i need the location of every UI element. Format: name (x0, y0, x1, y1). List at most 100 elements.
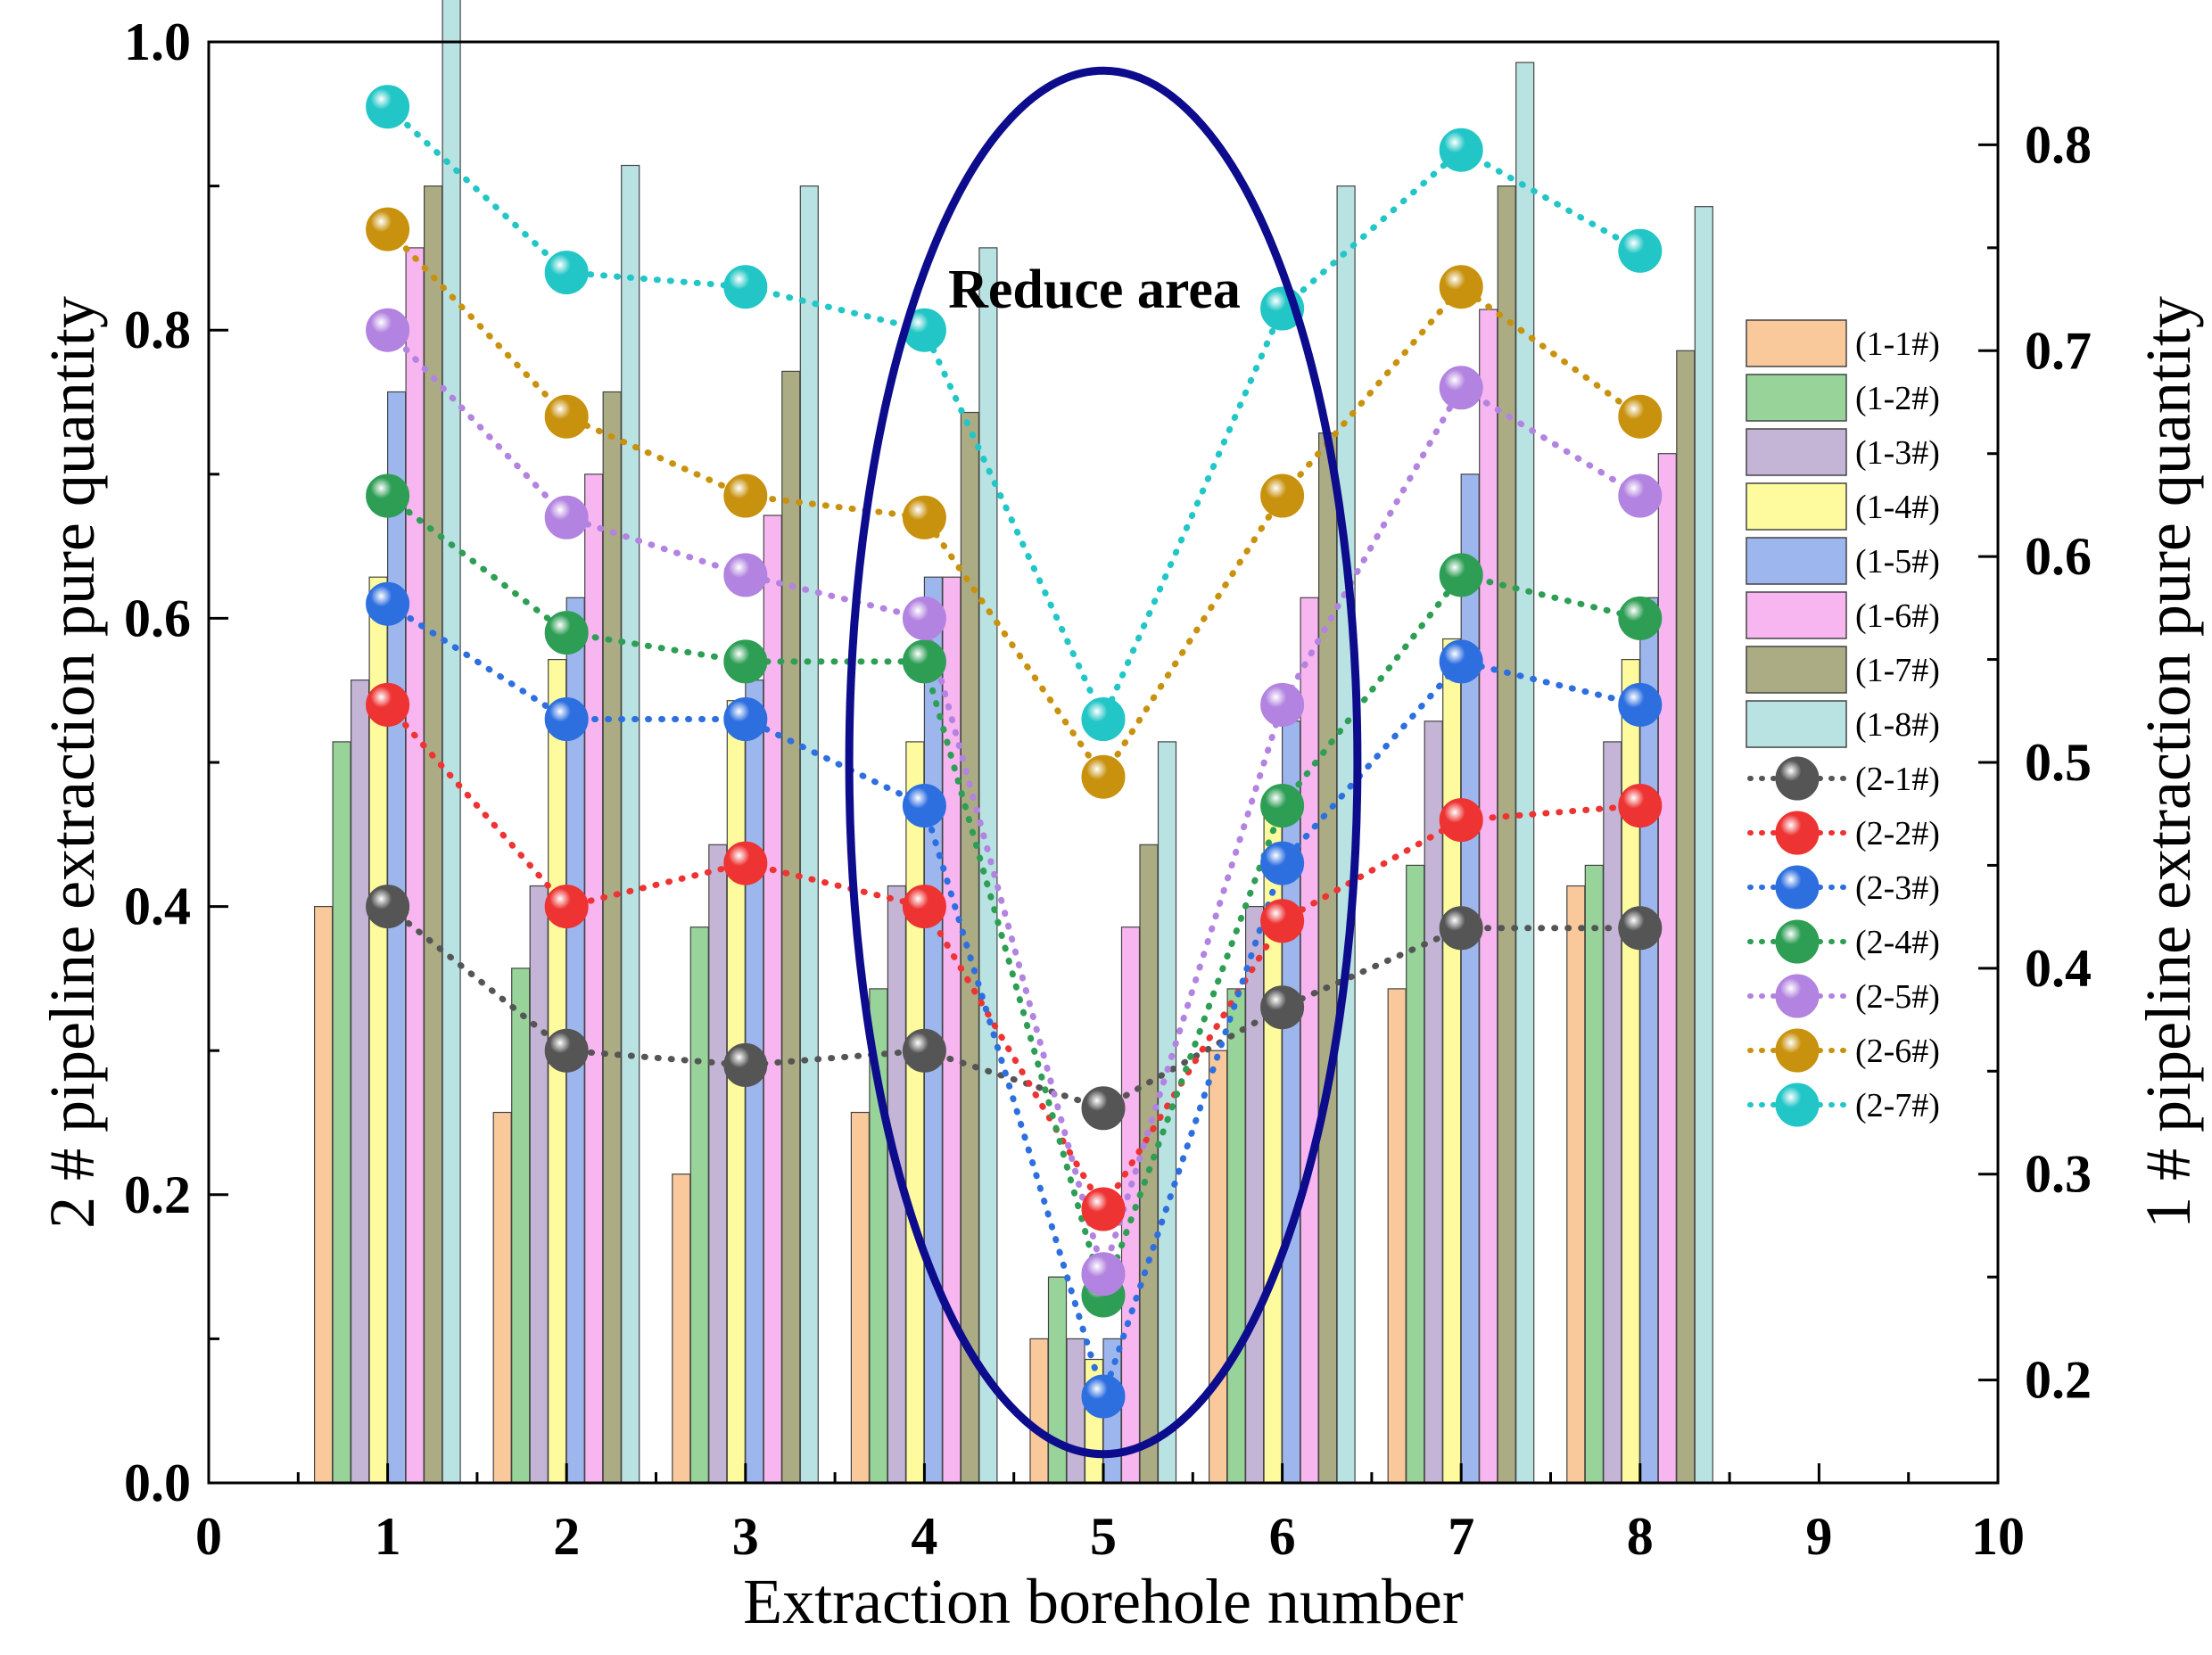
line-point (723, 841, 768, 885)
line-point (1618, 228, 1663, 273)
line-point (366, 473, 410, 518)
bar (1047, 1276, 1068, 1484)
x-tick-label: 5 (1090, 1507, 1117, 1566)
legend-label: (1-2#) (1855, 380, 1940, 417)
line-point (1618, 394, 1663, 439)
series-line (384, 492, 1644, 1306)
legend-label: (1-7#) (1855, 652, 1940, 689)
legend-swatch (1746, 700, 1847, 748)
bar (1406, 864, 1425, 1484)
line-point (544, 1028, 589, 1073)
bar (492, 1111, 512, 1484)
line-point (1081, 1086, 1126, 1131)
line-point (1260, 784, 1305, 828)
y-left-axis-title: 2 # pipeline extraction pure quantity (37, 296, 108, 1229)
y-right-tick-label: 0.5 (2025, 733, 2092, 792)
x-tick-label: 0 (195, 1507, 222, 1566)
line-point (1081, 754, 1126, 799)
bar (1676, 350, 1696, 1484)
bar (1029, 1338, 1049, 1484)
bar (1621, 658, 1640, 1484)
axes-layer: 0 1 2 3 4 5 6 7 8 9 10 0.0 0.2 0.4 0.6 0.8 1.0 0.2 0.3 0.4 0… (37, 12, 2204, 1637)
series-line (384, 903, 1644, 1112)
line-point (544, 251, 589, 295)
y-right-tick-label: 0.2 (2025, 1351, 2092, 1410)
line-point (902, 784, 946, 828)
bar (1139, 844, 1159, 1484)
legend-label: (2-1#) (1855, 761, 1940, 798)
y-right-axis-title: 1 # pipeline extraction pure quantity (2133, 296, 2204, 1229)
legend-marker (1775, 1083, 1820, 1127)
x-tick-label: 1 (375, 1507, 401, 1566)
line-point (544, 611, 589, 655)
bar (314, 905, 334, 1484)
series-line (384, 326, 1644, 1286)
bar (1281, 720, 1301, 1484)
bar (689, 926, 709, 1484)
line-point (1260, 682, 1305, 727)
legend-marker (1775, 1028, 1820, 1073)
bar (387, 391, 407, 1484)
x-axis-title: Extraction borehole number (743, 1566, 1464, 1637)
bar (1226, 988, 1246, 1484)
line-point (902, 639, 946, 684)
legend-label: (1-5#) (1855, 543, 1940, 580)
y-left-tick-label: 1.0 (124, 12, 191, 71)
series-line (384, 103, 1644, 728)
bar (1694, 206, 1713, 1484)
line-point (1439, 798, 1483, 843)
series-line (384, 701, 1644, 1215)
line-point (1081, 1187, 1126, 1231)
bar (584, 473, 604, 1484)
x-tick-label: 3 (732, 1507, 759, 1566)
series-line (384, 226, 1644, 783)
line-point (366, 885, 410, 929)
bar (351, 679, 370, 1484)
line-point (366, 85, 410, 129)
legend-marker (1775, 865, 1820, 910)
line-point (1618, 682, 1663, 727)
legend-swatch (1746, 319, 1847, 367)
bar (1603, 741, 1622, 1484)
legend-swatch (1746, 646, 1847, 694)
line-point (723, 697, 768, 741)
bar (332, 741, 351, 1484)
y-left-tick-label: 0.6 (124, 589, 191, 647)
legend-swatch (1746, 374, 1847, 422)
bar (1157, 741, 1177, 1484)
line-point (1439, 906, 1483, 951)
line-point (1439, 366, 1483, 410)
bar (726, 700, 746, 1484)
bar (1566, 885, 1586, 1484)
bar (602, 391, 622, 1484)
x-tick-label: 2 (553, 1507, 580, 1566)
line-point (1618, 906, 1663, 951)
line-point (723, 265, 768, 309)
legend-label: (2-3#) (1855, 869, 1940, 907)
bar (672, 1173, 691, 1484)
bar (1479, 309, 1498, 1484)
bar (1317, 432, 1338, 1484)
line-point (366, 207, 410, 251)
line-point (902, 596, 946, 640)
line-point (1439, 553, 1483, 597)
legend-label: (2-2#) (1855, 815, 1940, 852)
line-point (902, 1028, 946, 1073)
legend-swatch (1746, 428, 1847, 476)
bar (621, 164, 640, 1484)
line-point (1081, 1374, 1126, 1419)
line-point (723, 473, 768, 518)
bar (1584, 864, 1604, 1484)
line-point (544, 495, 589, 539)
bar (1639, 597, 1659, 1484)
y-left-tick-label: 0.4 (124, 877, 191, 936)
line-point (723, 639, 768, 684)
bar (1066, 1338, 1085, 1484)
bar (850, 1111, 871, 1484)
y-right-tick-label: 0.7 (2025, 321, 2092, 380)
line-point (366, 581, 410, 626)
line-point (1439, 639, 1483, 684)
bar (1657, 453, 1677, 1484)
reduce-area-ellipse (845, 66, 1362, 1459)
